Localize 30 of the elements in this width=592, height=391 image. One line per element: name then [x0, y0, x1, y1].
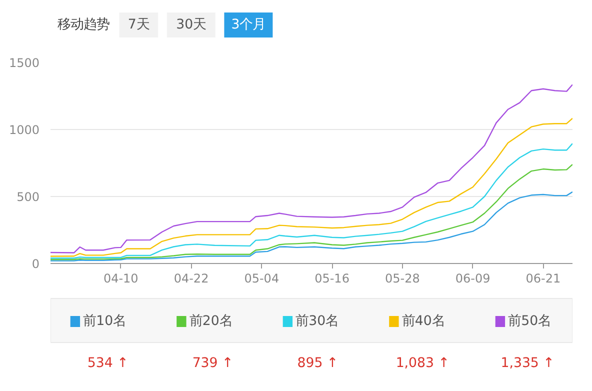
x-tick-label: 06-21: [526, 272, 561, 286]
legend-label: 前30名: [296, 314, 339, 329]
x-tick-label: 04-22: [174, 272, 209, 286]
text: 30天: [176, 18, 206, 32]
text: 7天: [128, 18, 150, 32]
x-tick-label: 05-28: [384, 272, 420, 286]
legend-label: 前40名: [402, 314, 445, 329]
x-tick-label: 06-09: [455, 272, 490, 286]
line-series: [50, 118, 572, 257]
legend-label: 前50名: [508, 314, 552, 329]
text: 1,083 ↑: [396, 356, 450, 371]
line-series: [50, 84, 572, 254]
text: 739 ↑: [192, 356, 234, 371]
chart-title: 移动趋势: [58, 18, 110, 32]
line-series: [50, 164, 572, 260]
text: 3个月: [231, 18, 266, 32]
x-tick-label: 05-04: [244, 272, 280, 286]
line-series: [50, 142, 572, 259]
x-tick-label: 04-10: [103, 272, 138, 286]
text: 1,335 ↑: [500, 356, 554, 371]
legend-label: 前20名: [189, 314, 232, 329]
y-tick-label: 500: [16, 190, 40, 204]
y-tick-label: 1000: [8, 123, 40, 137]
y-tick-label: 0: [32, 257, 40, 271]
y-tick-label: 1500: [8, 56, 40, 70]
legend-label: 前10名: [83, 314, 126, 329]
line-series: [50, 191, 572, 262]
text: 534 ↑: [87, 356, 128, 371]
text: 895 ↑: [297, 356, 338, 371]
x-tick-label: 05-16: [314, 272, 350, 286]
